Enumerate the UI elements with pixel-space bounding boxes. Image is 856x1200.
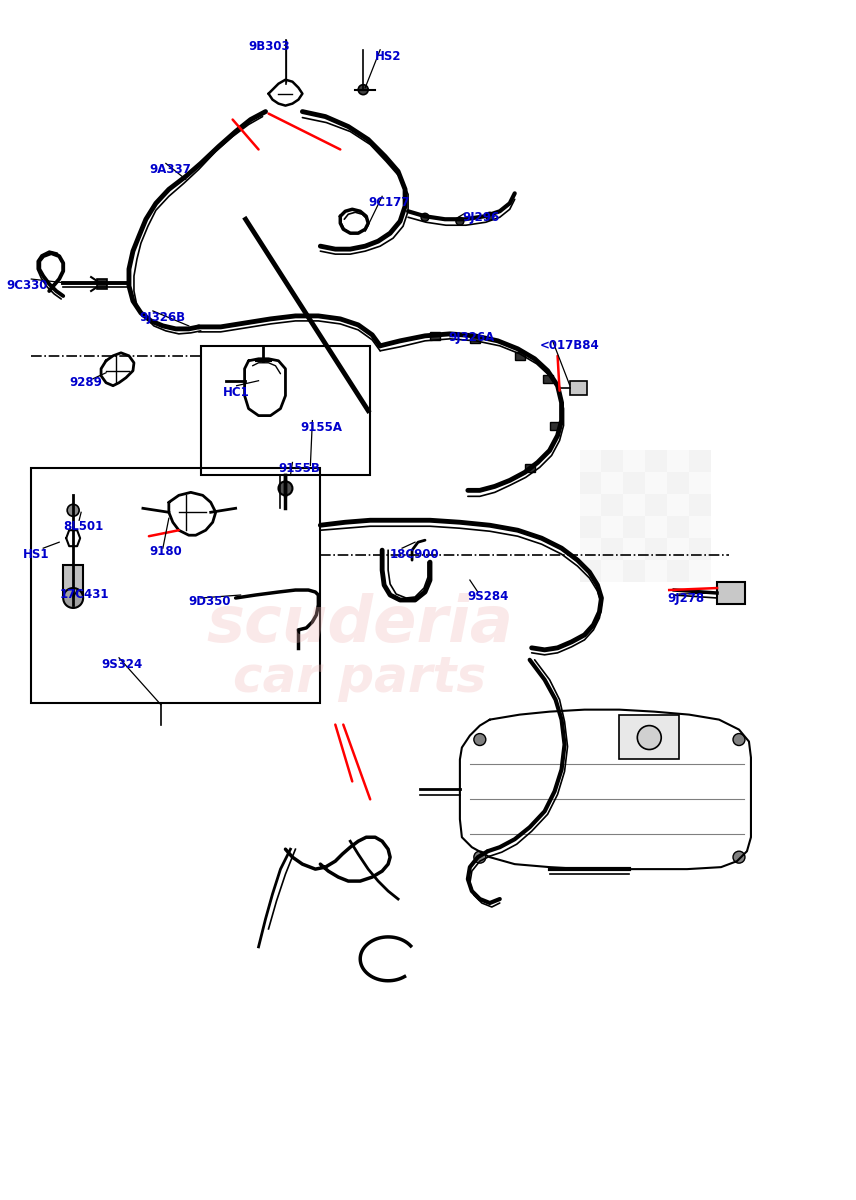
Bar	[514, 352, 525, 360]
Bar	[645, 473, 667, 494]
Text: 9D350: 9D350	[189, 595, 231, 608]
Text: HS2: HS2	[375, 49, 401, 62]
Text: scuderia: scuderia	[206, 593, 514, 655]
Bar	[580, 450, 602, 473]
Circle shape	[278, 481, 293, 496]
Circle shape	[486, 212, 494, 221]
Bar	[580, 539, 602, 560]
Bar	[623, 473, 645, 494]
Bar	[620, 715, 679, 760]
Text: 9C177: 9C177	[368, 197, 409, 209]
Bar	[667, 450, 689, 473]
Bar	[645, 494, 667, 516]
Bar	[602, 539, 623, 560]
Bar	[97, 280, 107, 289]
Bar	[602, 560, 623, 582]
Bar	[623, 450, 645, 473]
Bar	[201, 346, 370, 475]
Circle shape	[733, 733, 745, 745]
Bar	[645, 539, 667, 560]
Text: 9155B: 9155B	[278, 462, 320, 475]
Text: HS1: HS1	[23, 548, 50, 562]
Bar	[667, 539, 689, 560]
Text: 9S324: 9S324	[101, 658, 142, 671]
Bar	[667, 473, 689, 494]
Bar	[569, 380, 587, 395]
Bar	[645, 516, 667, 539]
Bar	[525, 464, 535, 473]
Text: 9J326A: 9J326A	[448, 331, 494, 344]
Text: <017B84: <017B84	[539, 338, 599, 352]
Bar	[689, 473, 711, 494]
Bar	[63, 565, 83, 595]
Text: 8L501: 8L501	[63, 521, 104, 533]
Circle shape	[67, 504, 79, 516]
Bar	[550, 421, 560, 430]
Text: HC1: HC1	[223, 385, 249, 398]
Bar	[623, 539, 645, 560]
Bar	[689, 494, 711, 516]
Text: 9C330: 9C330	[6, 280, 48, 292]
Bar	[689, 450, 711, 473]
Bar	[623, 560, 645, 582]
Circle shape	[474, 733, 486, 745]
Bar	[689, 560, 711, 582]
Text: 9180: 9180	[149, 545, 181, 558]
Text: 18C900: 18C900	[390, 548, 440, 562]
Text: 9289: 9289	[69, 376, 102, 389]
Bar	[645, 450, 667, 473]
Circle shape	[358, 85, 368, 95]
Bar	[580, 473, 602, 494]
Bar	[602, 516, 623, 539]
Circle shape	[733, 851, 745, 863]
Circle shape	[456, 217, 464, 226]
Bar	[602, 494, 623, 516]
Bar	[717, 582, 745, 604]
Bar	[430, 332, 440, 340]
Text: 9S284: 9S284	[468, 590, 509, 604]
Bar	[470, 335, 480, 343]
Bar	[667, 516, 689, 539]
Bar	[667, 494, 689, 516]
Text: 17C431: 17C431	[59, 588, 109, 601]
Text: 9A337: 9A337	[149, 163, 191, 176]
Bar	[645, 560, 667, 582]
Bar	[623, 516, 645, 539]
Circle shape	[474, 851, 486, 863]
Bar	[689, 539, 711, 560]
Bar	[543, 374, 553, 383]
Text: 9J326B: 9J326B	[139, 311, 185, 324]
Bar	[32, 468, 320, 703]
Bar	[602, 450, 623, 473]
Bar	[580, 494, 602, 516]
Bar	[580, 516, 602, 539]
Circle shape	[63, 588, 83, 608]
Circle shape	[638, 726, 661, 750]
Text: 9155A: 9155A	[300, 420, 342, 433]
Text: 9J278: 9J278	[667, 592, 704, 605]
Text: 9B303: 9B303	[248, 40, 290, 53]
Bar	[689, 516, 711, 539]
Bar	[580, 560, 602, 582]
Bar	[667, 560, 689, 582]
Bar	[623, 494, 645, 516]
Bar	[602, 473, 623, 494]
Text: car parts: car parts	[233, 654, 486, 702]
Circle shape	[421, 214, 429, 221]
Text: 9J296: 9J296	[462, 211, 499, 224]
